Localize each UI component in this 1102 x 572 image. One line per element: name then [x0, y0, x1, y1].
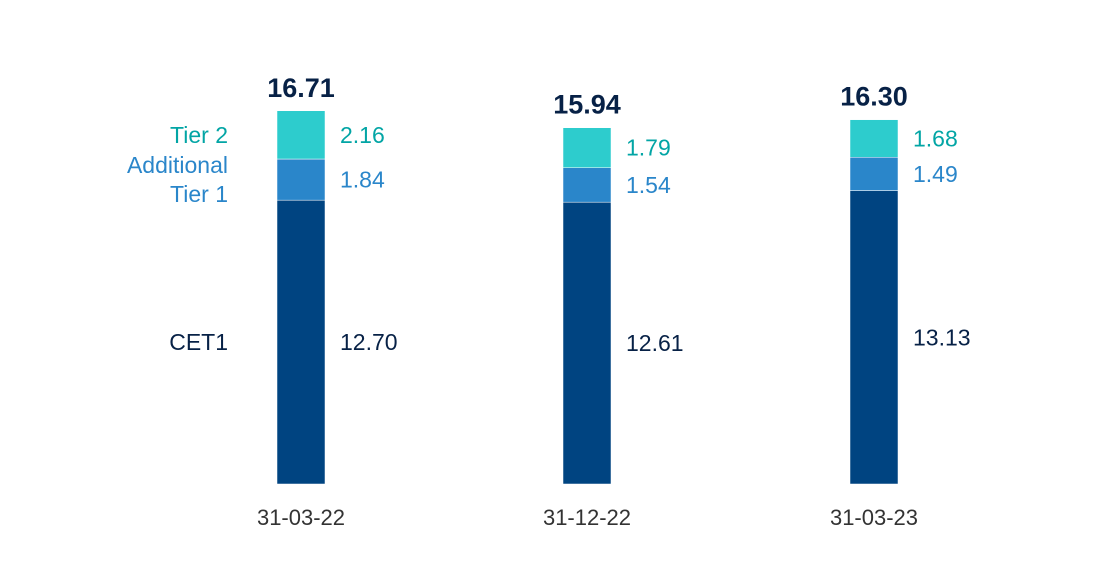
bar-segment-tier-2 [276, 110, 326, 160]
total-label: 15.94 [553, 90, 621, 120]
data-label: 1.54 [626, 172, 671, 198]
data-label: 1.49 [913, 161, 958, 187]
data-label: 1.79 [626, 135, 671, 161]
x-tick-label: 31-12-22 [543, 505, 631, 530]
series-label: CET1 [169, 329, 228, 355]
data-label: 12.70 [340, 329, 398, 355]
series-label: Tier 2 [170, 122, 228, 148]
bar-segment-tier-2 [562, 127, 612, 168]
total-label: 16.30 [840, 82, 908, 112]
series-label: Additional [127, 152, 228, 178]
bar-segment-tier-2 [849, 119, 899, 158]
data-label: 1.84 [340, 167, 385, 193]
data-label: 2.16 [340, 122, 385, 148]
data-label: 12.61 [626, 330, 684, 356]
data-label: 1.68 [913, 125, 958, 151]
bar-segment-additional-tier-1 [562, 167, 612, 203]
bar-segment-additional-tier-1 [849, 156, 899, 191]
bar-segment-cet1 [849, 190, 899, 485]
bar-segment-cet1 [562, 201, 612, 485]
bar-segment-additional-tier-1 [276, 158, 326, 201]
total-label: 16.71 [267, 73, 335, 103]
x-tick-label: 31-03-22 [257, 505, 345, 530]
x-tick-label: 31-03-23 [830, 505, 918, 530]
data-label: 13.13 [913, 324, 971, 350]
series-label: Tier 1 [170, 181, 228, 207]
bar-segment-cet1 [276, 199, 326, 485]
